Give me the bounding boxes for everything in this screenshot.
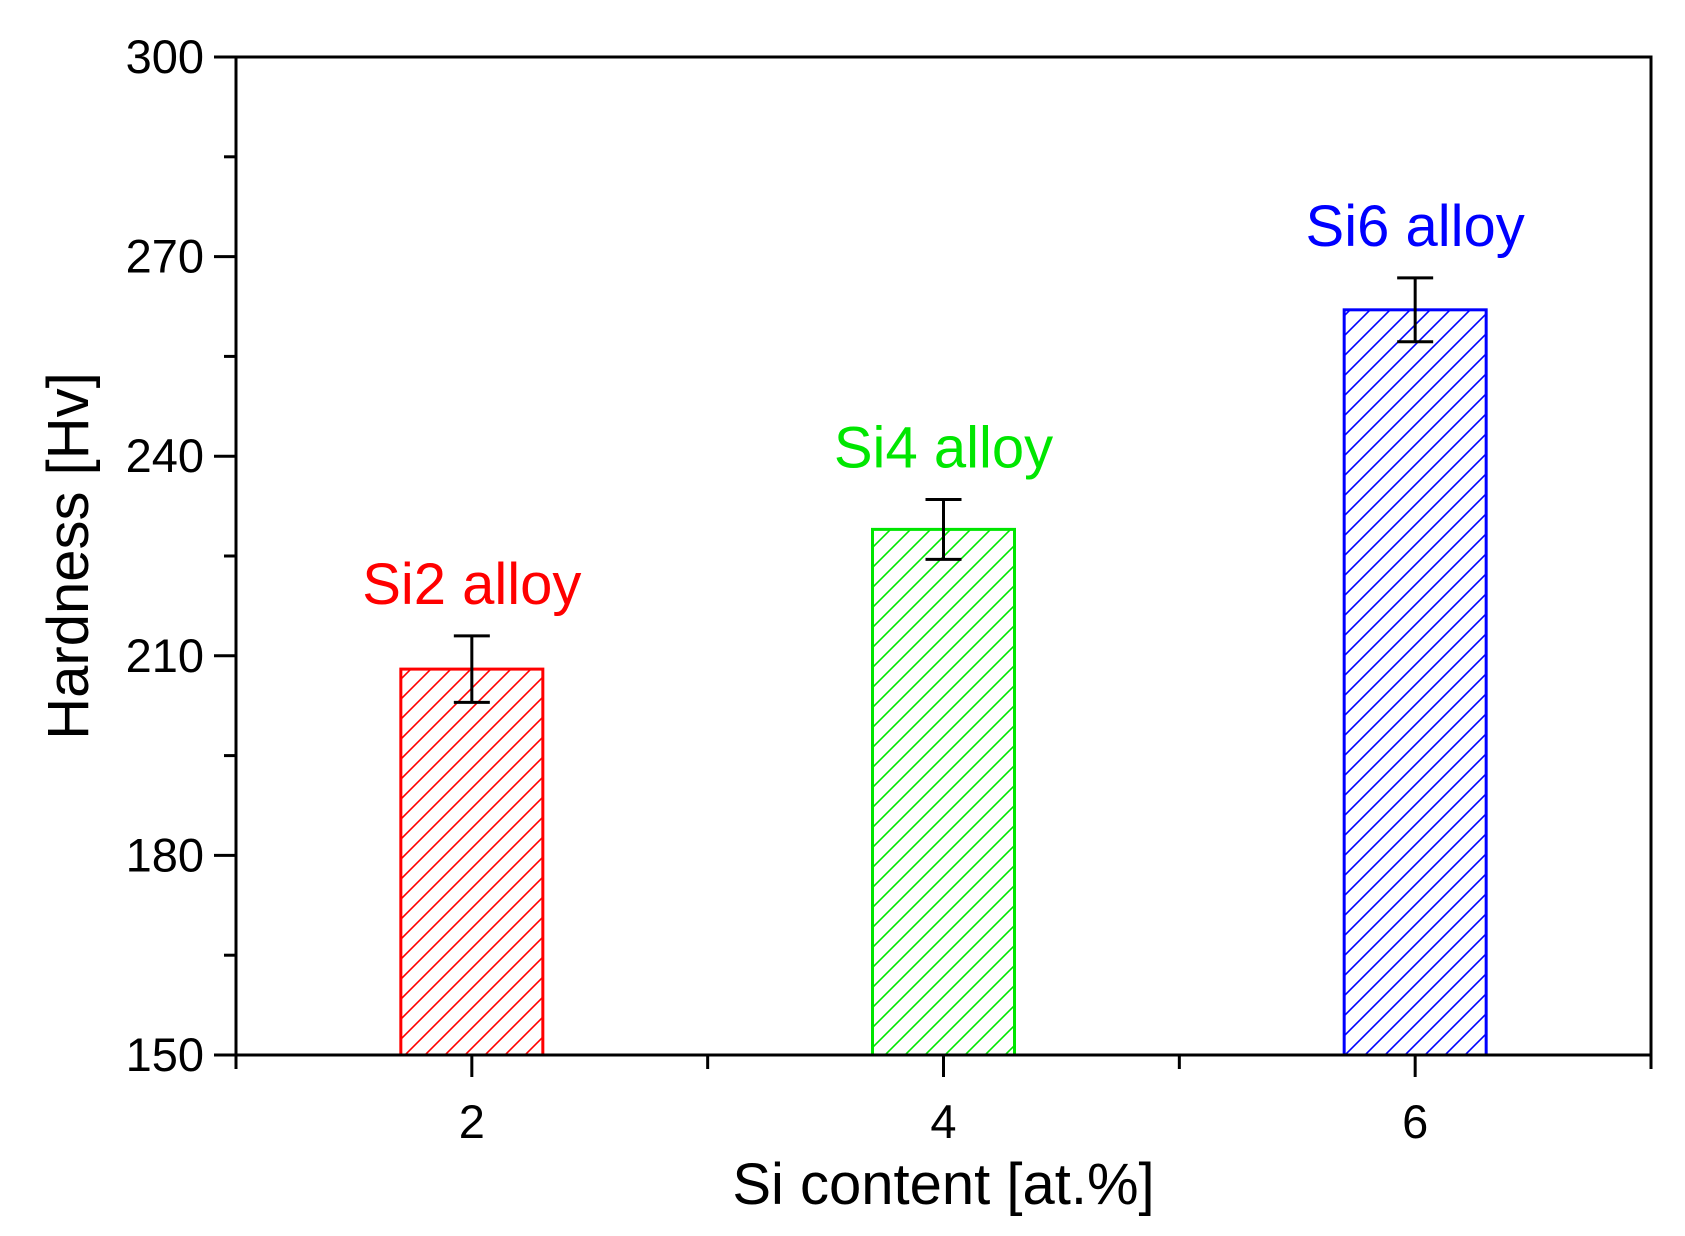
x-tick-label: 6 (1402, 1095, 1428, 1148)
x-axis: 2 4 6 (234, 1055, 1653, 1148)
error-bar-si2 (453, 634, 490, 704)
y-axis: 150 180 210 240 270 300 (126, 30, 236, 1081)
y-tick-label: 270 (126, 230, 204, 283)
bar-label-si6: Si6 alloy (1306, 194, 1525, 259)
x-tick-label: 2 (459, 1095, 485, 1148)
y-tick-label: 180 (126, 828, 204, 881)
x-axis-title: Si content [at.%] (732, 1152, 1154, 1217)
bar-si4 (871, 527, 1016, 1057)
y-axis-title: Hardness [Hv] (36, 372, 101, 739)
x-tick-label: 4 (930, 1095, 956, 1148)
error-bars-layer (453, 276, 1434, 704)
bar-labels-layer: Si2 alloy Si4 alloy Si6 alloy (362, 194, 1525, 617)
y-tick-label: 300 (126, 30, 204, 83)
bar-si6 (1342, 308, 1488, 1057)
y-tick-label: 150 (126, 1028, 204, 1081)
error-bar-si6 (1397, 276, 1434, 344)
bar-si2 (399, 667, 545, 1057)
error-bar-si4 (925, 497, 962, 561)
bar-label-si2: Si2 alloy (362, 552, 581, 617)
bar-label-si4: Si4 alloy (834, 415, 1053, 480)
y-tick-label: 240 (126, 429, 204, 482)
y-tick-label: 210 (126, 629, 204, 682)
